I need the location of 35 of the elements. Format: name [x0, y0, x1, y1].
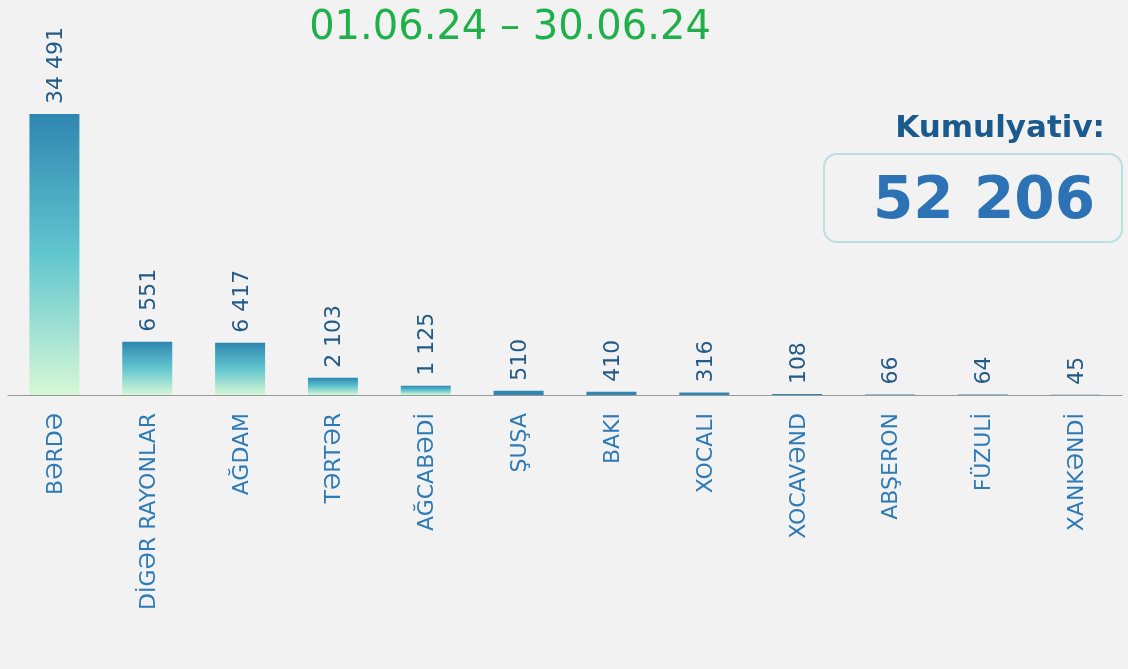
x-tick-label: ŞUŞA [506, 413, 532, 473]
data-label: 316 [691, 340, 717, 383]
bar [679, 392, 730, 395]
data-label: 2 103 [320, 304, 346, 368]
x-tick-label: AĞDAM [227, 413, 253, 496]
data-label: 64 [970, 356, 996, 385]
x-tick-label: XOCALI [691, 413, 717, 494]
x-tick-label: BƏRDƏ [41, 413, 67, 495]
bar [307, 377, 358, 395]
chart-title: 01.06.24 – 30.06.24 [309, 2, 711, 48]
bar [122, 341, 173, 395]
data-label: 510 [506, 338, 532, 381]
bar [29, 114, 80, 395]
bar [215, 342, 266, 395]
data-label: 6 417 [227, 269, 253, 333]
x-tick-label: XOCAVƏND [784, 413, 810, 539]
x-tick-label: TƏRTƏR [320, 413, 346, 505]
data-label: 1 125 [413, 312, 439, 376]
x-tick-label: FÜZULİ [970, 413, 996, 492]
x-tick-label: BAKI [598, 413, 624, 465]
data-label: 66 [877, 356, 903, 385]
bar [493, 390, 544, 395]
data-label: 108 [784, 342, 810, 385]
bar [586, 391, 637, 395]
annotation: Kumulyativ: [894, 108, 1105, 144]
bar [400, 385, 451, 395]
x-tick-label: DİGƏR RAYONLAR [134, 413, 160, 610]
data-label: 34 491 [41, 27, 67, 104]
data-label: 45 [1063, 356, 1089, 385]
x-tick-label: AĞCABƏDİ [413, 413, 439, 531]
data-label: 410 [598, 339, 624, 382]
x-tick-label: XANKƏNDİ [1063, 413, 1089, 532]
data-label: 6 551 [134, 268, 160, 332]
x-tick-label: ABŞERON [877, 413, 903, 520]
annotation: 52 206 [823, 153, 1123, 243]
